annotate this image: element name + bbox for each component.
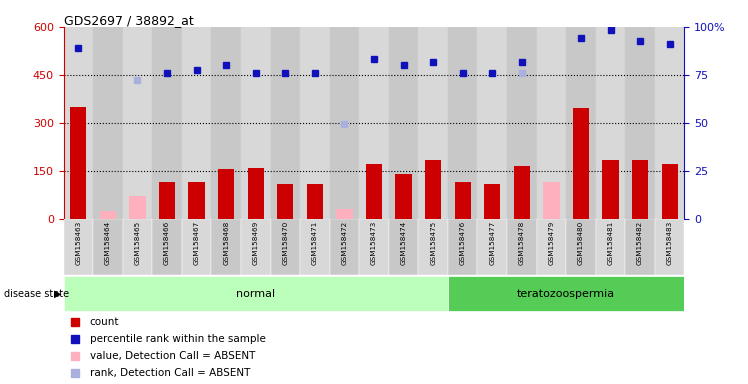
Text: GSM158475: GSM158475 bbox=[430, 220, 436, 265]
Bar bbox=[307, 184, 323, 219]
Bar bbox=[536, 27, 566, 219]
Bar bbox=[123, 219, 153, 275]
Bar bbox=[300, 219, 330, 275]
Bar bbox=[543, 182, 560, 219]
Bar bbox=[337, 209, 352, 219]
Bar bbox=[366, 164, 382, 219]
Bar bbox=[654, 27, 684, 219]
Bar bbox=[477, 27, 507, 219]
Bar bbox=[514, 166, 530, 219]
Bar bbox=[182, 27, 212, 219]
Bar bbox=[654, 219, 684, 275]
Bar bbox=[595, 219, 625, 275]
Text: value, Detection Call = ABSENT: value, Detection Call = ABSENT bbox=[90, 351, 255, 361]
Bar bbox=[418, 27, 448, 219]
Bar bbox=[64, 276, 448, 311]
Text: GSM158474: GSM158474 bbox=[401, 220, 407, 265]
Text: GSM158465: GSM158465 bbox=[135, 220, 141, 265]
Text: percentile rank within the sample: percentile rank within the sample bbox=[90, 334, 266, 344]
Text: GSM158466: GSM158466 bbox=[164, 220, 170, 265]
Text: GSM158468: GSM158468 bbox=[223, 220, 229, 265]
Text: GSM158463: GSM158463 bbox=[76, 220, 82, 265]
Bar bbox=[536, 219, 566, 275]
Bar bbox=[153, 27, 182, 219]
Bar bbox=[632, 160, 649, 219]
Bar bbox=[300, 27, 330, 219]
Bar bbox=[271, 219, 300, 275]
Text: disease state: disease state bbox=[4, 289, 69, 299]
Bar bbox=[64, 27, 94, 219]
Bar bbox=[64, 219, 94, 275]
Bar bbox=[396, 174, 411, 219]
Bar bbox=[70, 107, 87, 219]
Bar bbox=[94, 219, 123, 275]
Bar bbox=[218, 169, 234, 219]
Bar bbox=[448, 276, 684, 311]
Bar bbox=[566, 219, 595, 275]
Bar bbox=[188, 182, 205, 219]
Bar bbox=[94, 27, 123, 219]
Bar bbox=[477, 219, 507, 275]
Text: GSM158476: GSM158476 bbox=[460, 220, 466, 265]
Bar bbox=[359, 27, 389, 219]
Bar bbox=[507, 27, 536, 219]
Bar bbox=[123, 27, 153, 219]
Text: GDS2697 / 38892_at: GDS2697 / 38892_at bbox=[64, 14, 193, 27]
Bar bbox=[330, 27, 359, 219]
Text: GSM158470: GSM158470 bbox=[282, 220, 288, 265]
Bar bbox=[99, 211, 116, 219]
Bar bbox=[625, 219, 654, 275]
Text: GSM158473: GSM158473 bbox=[371, 220, 377, 265]
Text: GSM158478: GSM158478 bbox=[519, 220, 525, 265]
Bar bbox=[507, 219, 536, 275]
Bar bbox=[182, 219, 212, 275]
Text: GSM158467: GSM158467 bbox=[194, 220, 200, 265]
Bar bbox=[573, 141, 589, 219]
Bar bbox=[661, 164, 678, 219]
Bar bbox=[595, 27, 625, 219]
Bar bbox=[573, 109, 589, 219]
Text: GSM158472: GSM158472 bbox=[341, 220, 347, 265]
Bar bbox=[241, 219, 271, 275]
Text: GSM158464: GSM158464 bbox=[105, 220, 111, 265]
Text: GSM158481: GSM158481 bbox=[607, 220, 613, 265]
Bar bbox=[455, 182, 470, 219]
Bar bbox=[359, 219, 389, 275]
Bar bbox=[566, 27, 595, 219]
Bar bbox=[248, 168, 264, 219]
Bar bbox=[212, 27, 241, 219]
Text: GSM158483: GSM158483 bbox=[666, 220, 672, 265]
Text: teratozoospermia: teratozoospermia bbox=[517, 289, 615, 299]
Text: count: count bbox=[90, 317, 119, 327]
Text: GSM158480: GSM158480 bbox=[578, 220, 584, 265]
Bar bbox=[484, 184, 500, 219]
Bar bbox=[448, 27, 477, 219]
Bar bbox=[448, 219, 477, 275]
Bar bbox=[389, 27, 418, 219]
Bar bbox=[159, 182, 175, 219]
Text: ▶: ▶ bbox=[54, 289, 61, 299]
Bar bbox=[418, 219, 448, 275]
Bar bbox=[389, 219, 418, 275]
Text: GSM158482: GSM158482 bbox=[637, 220, 643, 265]
Bar bbox=[212, 219, 241, 275]
Text: GSM158479: GSM158479 bbox=[548, 220, 554, 265]
Bar bbox=[330, 219, 359, 275]
Text: GSM158477: GSM158477 bbox=[489, 220, 495, 265]
Bar bbox=[625, 27, 654, 219]
Bar bbox=[602, 160, 619, 219]
Bar bbox=[271, 27, 300, 219]
Text: normal: normal bbox=[236, 289, 275, 299]
Bar bbox=[129, 197, 146, 219]
Text: rank, Detection Call = ABSENT: rank, Detection Call = ABSENT bbox=[90, 367, 250, 377]
Bar bbox=[241, 27, 271, 219]
Text: GSM158471: GSM158471 bbox=[312, 220, 318, 265]
Bar bbox=[278, 184, 293, 219]
Bar bbox=[425, 160, 441, 219]
Text: GSM158469: GSM158469 bbox=[253, 220, 259, 265]
Bar bbox=[153, 219, 182, 275]
